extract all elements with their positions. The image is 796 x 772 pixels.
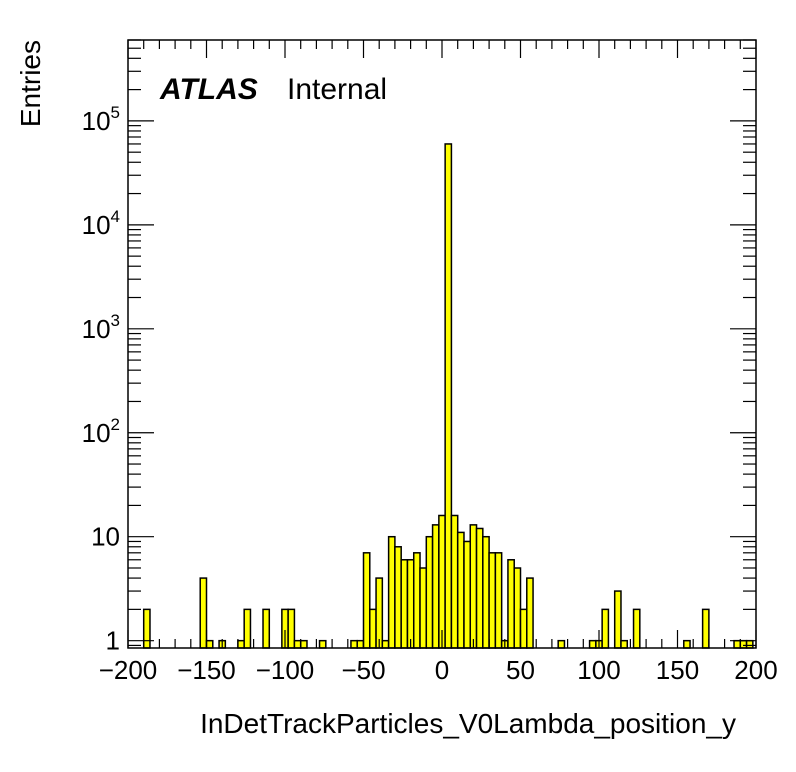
histogram-bin — [387, 535, 396, 649]
histogram-bin — [400, 559, 409, 649]
x-axis-tick-labels: −200 −150 −100 −50 0 50 100 150 200 — [99, 655, 778, 685]
histogram-bin — [507, 559, 515, 649]
histogram-bin — [142, 608, 151, 649]
histogram-bin — [299, 639, 308, 649]
histogram-bin — [438, 514, 446, 649]
histogram-bin — [444, 143, 453, 649]
histogram-bin — [362, 552, 371, 649]
x-axis-ticks — [127, 40, 757, 648]
histogram-bars — [142, 143, 754, 649]
histogram-bin — [293, 639, 302, 649]
histogram-bin — [683, 639, 691, 649]
histogram-bin — [262, 608, 271, 649]
x-tick-label: 150 — [656, 655, 699, 685]
y-axis-ticks — [128, 39, 756, 647]
y-axis-tick-labels: 1 10 102 103 104 105 — [82, 103, 120, 656]
histogram-bin — [243, 608, 252, 649]
y-tick-label: 104 — [82, 207, 120, 240]
histogram-bin — [463, 540, 472, 649]
histogram-bin — [613, 590, 622, 649]
x-tick-label: −200 — [99, 655, 158, 685]
y-tick-label: 105 — [82, 103, 120, 136]
x-tick-label: 0 — [435, 655, 449, 685]
x-tick-label: −150 — [177, 655, 236, 685]
histogram-bin — [419, 567, 428, 649]
internal-label: Internal — [287, 73, 387, 106]
histogram-bin — [739, 639, 748, 649]
histogram-bin — [469, 524, 478, 649]
histogram-bin — [557, 639, 566, 649]
histogram-bin — [588, 639, 597, 649]
histogram-bin — [519, 608, 528, 649]
x-tick-label: 50 — [506, 655, 535, 685]
histogram-bin — [381, 639, 390, 649]
histogram-bin — [513, 567, 522, 649]
histogram-bin — [318, 639, 327, 649]
histogram-bin — [482, 535, 490, 649]
histogram-bin — [601, 608, 610, 649]
y-axis-title: Entries — [15, 40, 46, 127]
histogram-bin — [450, 514, 459, 649]
histogram-bin — [205, 639, 214, 649]
x-tick-label: 100 — [577, 655, 620, 685]
histogram-bin — [475, 527, 484, 649]
histogram-bin — [369, 608, 377, 649]
histogram-bin — [526, 577, 534, 649]
histogram-bin — [701, 608, 710, 649]
histogram-bin — [632, 608, 641, 649]
histogram-bin — [356, 639, 365, 649]
histogram-bin — [733, 639, 742, 649]
histogram-bin — [456, 531, 465, 649]
y-tick-label: 102 — [82, 415, 120, 448]
histogram-bin — [394, 546, 402, 649]
histogram-bin — [488, 552, 497, 649]
x-tick-label: −50 — [341, 655, 385, 685]
histogram-bin — [745, 639, 754, 649]
histogram-bin — [350, 639, 358, 649]
histogram-bin — [431, 524, 440, 649]
histogram-bin — [494, 552, 503, 649]
histogram-bin — [199, 577, 208, 649]
y-tick-label: 103 — [82, 311, 120, 344]
atlas-label: ATLAS — [159, 73, 258, 106]
x-axis-title: InDetTrackParticles_V0Lambda_position_y — [200, 708, 736, 739]
histogram-bin — [425, 535, 434, 649]
x-tick-label: 200 — [734, 655, 777, 685]
histogram-bin — [287, 608, 296, 649]
histogram-bin — [620, 639, 629, 649]
histogram-bin — [412, 552, 421, 649]
histogram-bin — [237, 639, 245, 649]
histogram-bin — [406, 559, 415, 649]
y-tick-label: 1 — [106, 626, 120, 656]
x-tick-label: −100 — [256, 655, 315, 685]
y-tick-label: 10 — [91, 522, 120, 552]
histogram-bin — [375, 577, 384, 649]
